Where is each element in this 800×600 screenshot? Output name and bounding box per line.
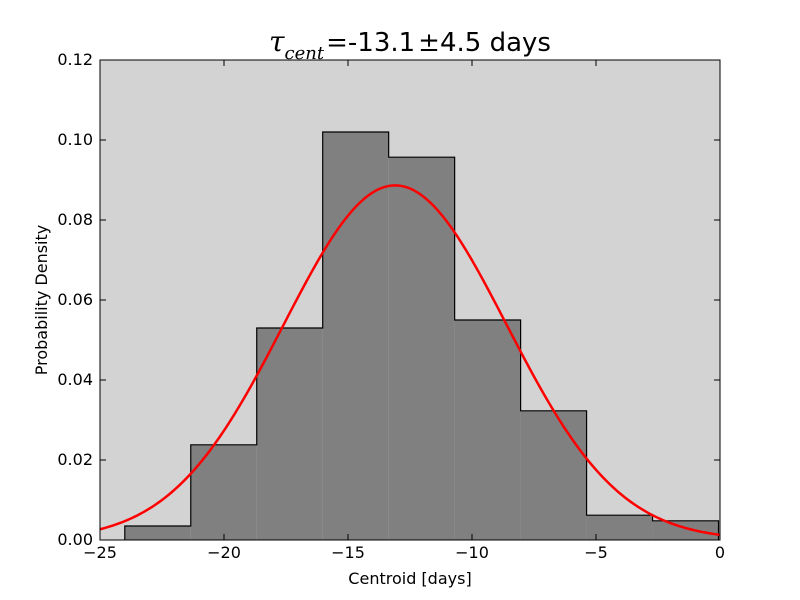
x-axis-label: Centroid [days] bbox=[348, 569, 471, 588]
histogram-bar bbox=[124, 526, 191, 540]
x-tick-label: −5 bbox=[584, 543, 608, 562]
y-tick-label: 0.12 bbox=[57, 50, 93, 69]
histogram-bar bbox=[520, 410, 587, 540]
title-subscript: cent bbox=[285, 43, 325, 64]
histogram-bar bbox=[190, 444, 257, 540]
histogram-bars bbox=[124, 132, 719, 540]
title-value: -13.1 bbox=[348, 28, 415, 58]
x-tick-label: −15 bbox=[331, 543, 365, 562]
y-tick-label: 0.02 bbox=[57, 450, 93, 469]
axis-ticks: −25 −20 −15 −10 −5 0 0.00 0.02 0.04 0.06 0.08 0.10 0… bbox=[57, 50, 725, 562]
chart-title: τcent=-13.1 ±4.5 days bbox=[269, 25, 551, 64]
histogram-bar bbox=[586, 515, 653, 540]
x-tick-label: −10 bbox=[455, 543, 489, 562]
x-tick-label: 0 bbox=[715, 543, 725, 562]
title-tau-symbol: τ bbox=[269, 25, 285, 58]
histogram-bar bbox=[388, 157, 455, 540]
y-tick-label: 0.06 bbox=[57, 290, 93, 309]
title-error: 4.5 days bbox=[440, 28, 551, 58]
histogram-bar bbox=[256, 328, 323, 540]
y-tick-label: 0.00 bbox=[57, 530, 93, 549]
gaussian-fit-curve bbox=[99, 184, 721, 537]
x-tick-label: −25 bbox=[83, 543, 117, 562]
histogram-bar bbox=[652, 520, 719, 540]
histogram-bar bbox=[322, 132, 389, 540]
histogram-outline bbox=[124, 131, 720, 540]
histogram-bar bbox=[454, 320, 521, 540]
y-tick-label: 0.08 bbox=[57, 210, 93, 229]
y-axis-label: Probability Density bbox=[32, 225, 51, 376]
title-pm: ± bbox=[418, 28, 440, 58]
y-tick-label: 0.04 bbox=[57, 370, 93, 389]
title-equals: = bbox=[326, 28, 348, 58]
y-tick-label: 0.10 bbox=[57, 130, 93, 149]
x-tick-label: −20 bbox=[207, 543, 241, 562]
